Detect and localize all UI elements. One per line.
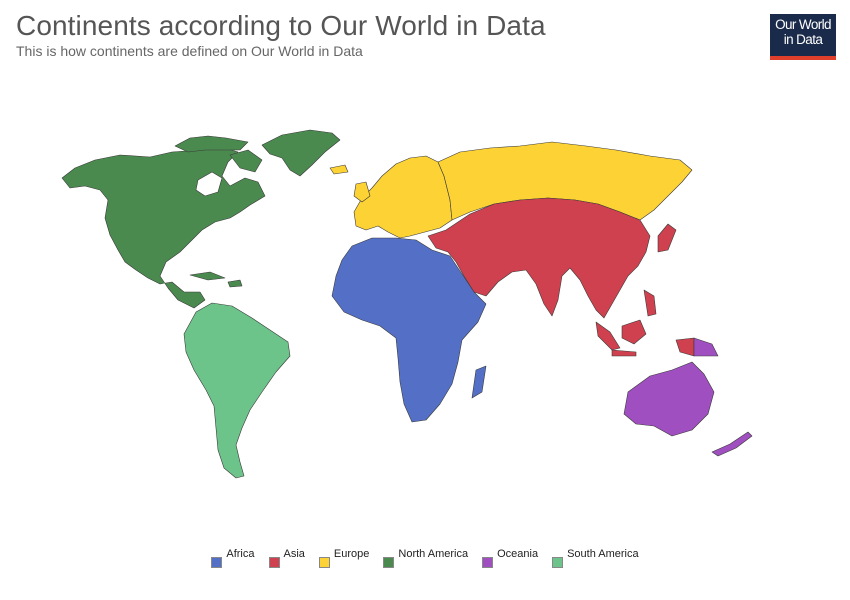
russia[interactable] (437, 141, 693, 221)
hispaniola[interactable] (227, 279, 243, 288)
region-asia[interactable] (427, 197, 695, 357)
legend-label-europe: Europe (333, 548, 370, 560)
legend-swatch-africa (211, 557, 223, 568)
borneo[interactable] (621, 319, 647, 345)
legend-label-africa: Africa (226, 548, 255, 560)
legend-swatch-north-america (383, 557, 395, 568)
java[interactable] (611, 349, 637, 357)
legend-label-oceania: Oceania (497, 548, 539, 560)
owid-logo[interactable]: Our World in Data (770, 14, 836, 60)
philippines[interactable] (643, 289, 657, 317)
legend-label-north-america: North America (398, 548, 469, 560)
south-america-mainland[interactable] (183, 302, 291, 479)
legend-swatch-south-america (552, 557, 564, 568)
legend-item-south-america[interactable]: South America (552, 548, 639, 568)
africa-mainland[interactable] (331, 237, 487, 423)
hudson-bay[interactable] (195, 171, 223, 197)
region-europe[interactable] (329, 141, 693, 239)
asia-mainland[interactable] (427, 197, 651, 319)
legend-swatch-asia (268, 557, 280, 568)
legend-label-south-america: South America (567, 548, 639, 560)
papua-new-guinea[interactable] (693, 337, 719, 357)
chart-subtitle: This is how continents are defined on Ou… (16, 43, 363, 59)
region-oceania[interactable] (623, 337, 753, 457)
great-britain[interactable] (353, 181, 371, 203)
legend-swatch-oceania (482, 557, 494, 568)
logo-line-2: in Data (783, 32, 823, 47)
canadian-arctic-islands[interactable] (174, 135, 249, 153)
sumatra[interactable] (595, 321, 621, 351)
australia[interactable] (623, 361, 715, 437)
new-zealand[interactable] (711, 431, 753, 457)
new-guinea-west[interactable] (675, 337, 695, 357)
legend-swatch-europe (318, 557, 330, 568)
region-south-america[interactable] (183, 302, 291, 479)
legend-item-oceania[interactable]: Oceania (482, 548, 538, 568)
iceland[interactable] (329, 164, 349, 175)
map-legend: Africa Asia Europe North America Oceania… (0, 548, 850, 568)
chart-title: Continents according to Our World in Dat… (16, 10, 546, 41)
baffin-island[interactable] (229, 149, 263, 173)
greenland[interactable] (261, 129, 341, 177)
legend-item-asia[interactable]: Asia (268, 548, 305, 568)
japan[interactable] (657, 223, 677, 253)
logo-line-1: Our World (775, 17, 831, 32)
legend-item-north-america[interactable]: North America (383, 548, 468, 568)
legend-label-asia: Asia (283, 548, 305, 560)
cuba[interactable] (189, 271, 226, 281)
region-africa[interactable] (331, 237, 487, 423)
region-north-america[interactable] (61, 129, 341, 309)
legend-item-africa[interactable]: Africa (211, 548, 255, 568)
legend-item-europe[interactable]: Europe (318, 548, 370, 568)
madagascar[interactable] (471, 365, 487, 399)
